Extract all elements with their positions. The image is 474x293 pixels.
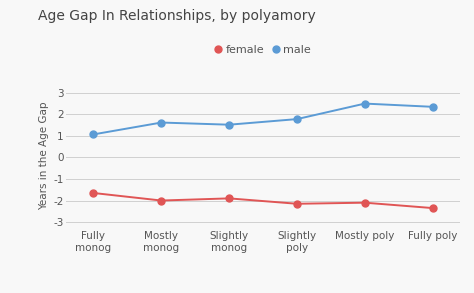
female — [294, 202, 300, 205]
Line: female: female — [90, 190, 436, 212]
male — [226, 123, 232, 127]
female — [158, 199, 164, 202]
male — [430, 105, 436, 109]
Text: Age Gap In Relationships, by polyamory: Age Gap In Relationships, by polyamory — [38, 9, 316, 23]
Line: male: male — [90, 100, 436, 138]
female — [91, 191, 96, 195]
male — [294, 117, 300, 121]
Legend: female, male: female, male — [211, 41, 315, 59]
male — [91, 133, 96, 136]
Y-axis label: Years in the Age Gap: Years in the Age Gap — [39, 101, 49, 209]
female — [430, 206, 436, 210]
male — [158, 121, 164, 124]
female — [362, 201, 368, 205]
male — [362, 102, 368, 105]
female — [226, 197, 232, 200]
